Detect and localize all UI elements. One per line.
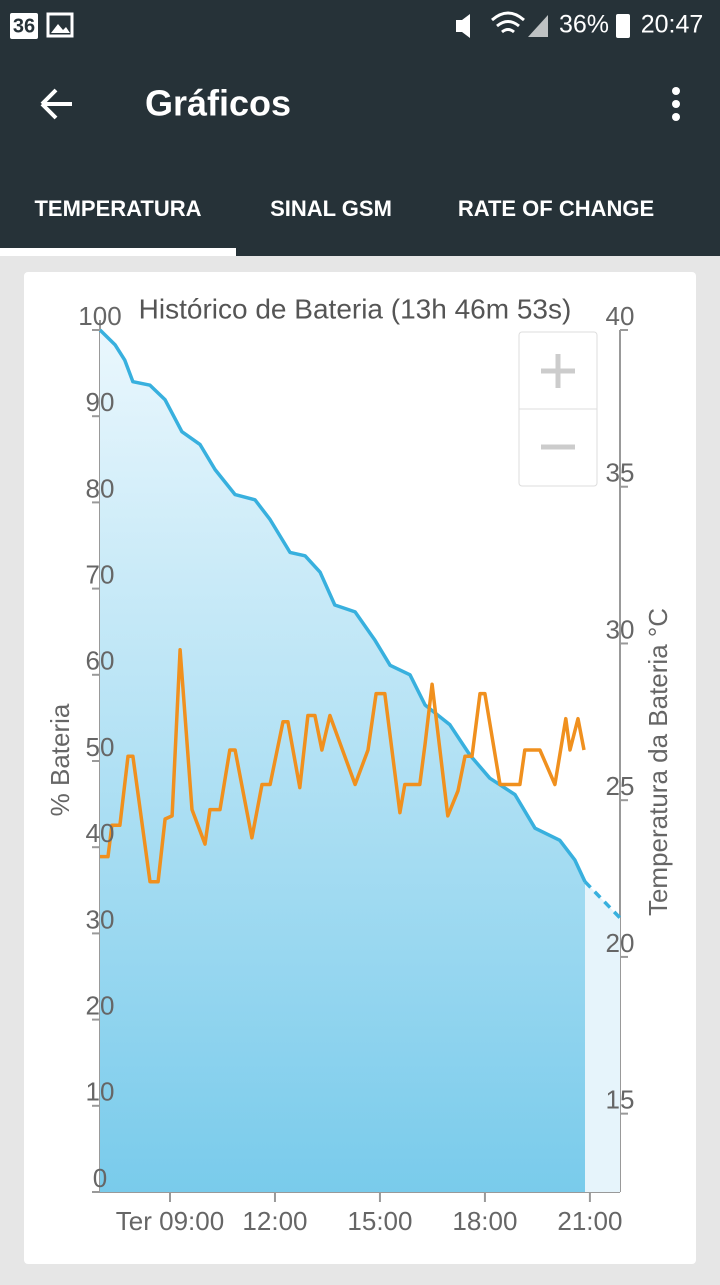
y-tick-label: 10 bbox=[86, 1077, 115, 1107]
overflow-menu[interactable] bbox=[672, 87, 680, 121]
notif-icon bbox=[10, 13, 38, 39]
menu-dot bbox=[672, 113, 680, 121]
header-bg bbox=[0, 0, 720, 256]
x-tick-label: 12:00 bbox=[242, 1206, 307, 1236]
tab-indicator bbox=[0, 248, 236, 256]
y2-tick-label: 25 bbox=[606, 771, 635, 801]
notif-number: 36 bbox=[13, 15, 35, 37]
y-tick-label: 0 bbox=[93, 1163, 107, 1193]
clock: 20:47 bbox=[641, 11, 704, 39]
y2-tick-label: 40 bbox=[606, 301, 635, 331]
y2-tick-label: 30 bbox=[606, 614, 635, 644]
area bbox=[100, 330, 585, 1192]
tab[interactable]: RATE OF CHANGE bbox=[458, 196, 654, 221]
line bbox=[100, 647, 586, 884]
image-icon-shape bbox=[51, 24, 70, 33]
y-axis-label: % Bateria bbox=[45, 703, 75, 816]
image-icon bbox=[46, 12, 74, 38]
y2-tick-label: 35 bbox=[606, 458, 635, 488]
zoom-controls bbox=[518, 331, 598, 487]
y-tick-label: 60 bbox=[86, 646, 115, 676]
tab[interactable]: TEMPERATURA bbox=[34, 196, 201, 221]
plot bbox=[92, 320, 628, 1202]
back-button[interactable] bbox=[40, 88, 72, 120]
menu-dot bbox=[672, 100, 680, 108]
y2-tick-label: 20 bbox=[606, 928, 635, 958]
menu-dot bbox=[672, 87, 680, 95]
x-tick-label: 18:00 bbox=[452, 1206, 517, 1236]
battery-icon bbox=[616, 14, 630, 38]
area bbox=[585, 881, 620, 1192]
y-tick-label: 70 bbox=[86, 559, 115, 589]
app-title: Gráficos bbox=[145, 83, 291, 124]
chart-title: Histórico de Bateria (13h 46m 53s) bbox=[139, 293, 572, 324]
y2-tick-label: 15 bbox=[606, 1085, 635, 1115]
y-tick-label: 20 bbox=[86, 990, 115, 1020]
x-tick-label: Ter 09:00 bbox=[116, 1206, 224, 1236]
zoom-in[interactable] bbox=[541, 354, 575, 388]
x-tick-label: 21:00 bbox=[557, 1206, 622, 1236]
battery-percent: 36% bbox=[559, 11, 609, 39]
y-tick-label: 30 bbox=[86, 904, 115, 934]
tab[interactable]: SINAL GSM bbox=[270, 196, 392, 221]
wifi-icon bbox=[491, 11, 525, 34]
y-tick-label: 80 bbox=[86, 473, 115, 503]
x-tick-label: 15:00 bbox=[347, 1206, 412, 1236]
y-tick-label: 40 bbox=[86, 818, 115, 848]
mute-icon bbox=[456, 14, 470, 38]
y-tick-label: 90 bbox=[86, 387, 115, 417]
signal-icon bbox=[528, 15, 548, 37]
y-tick-label: 100 bbox=[78, 301, 121, 331]
y-tick-label: 50 bbox=[86, 732, 115, 762]
y2-axis-label: Temperatura da Bateria °C bbox=[643, 608, 673, 916]
